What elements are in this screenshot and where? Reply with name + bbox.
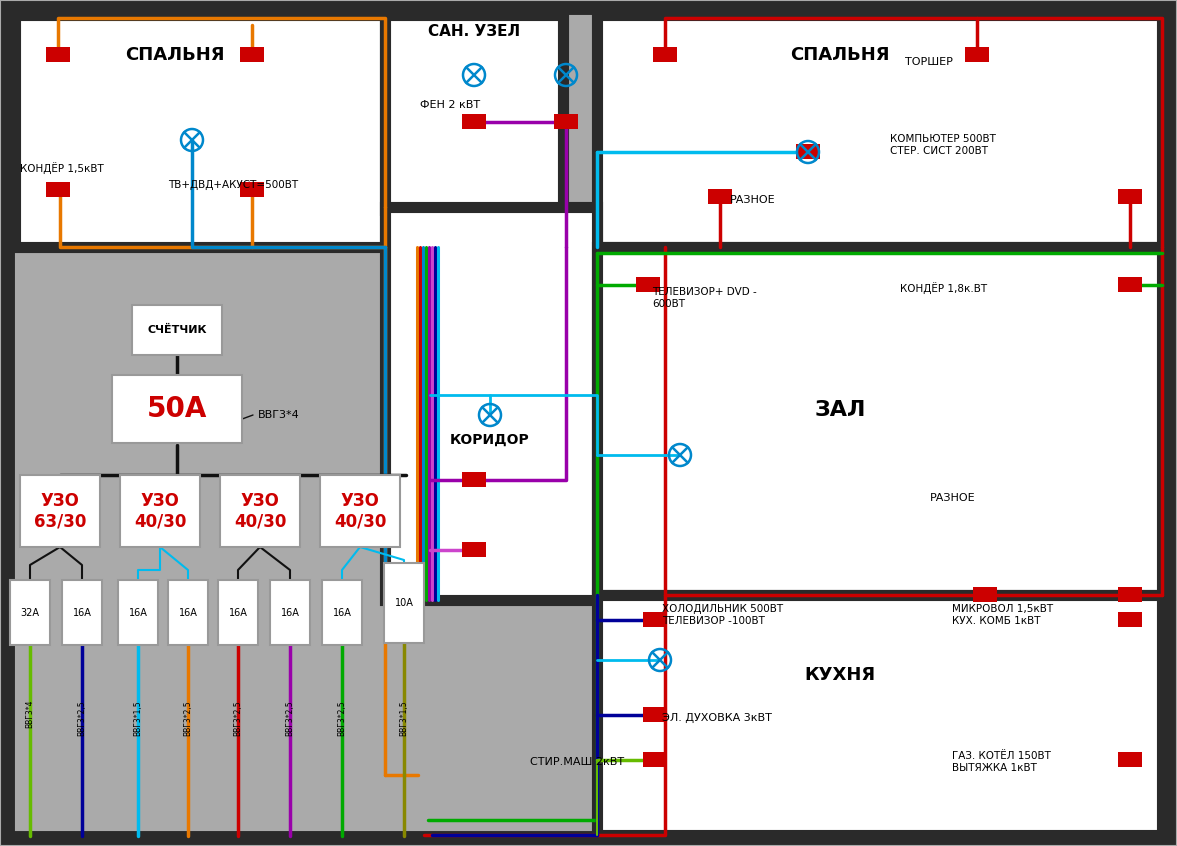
Bar — [322, 580, 363, 645]
Bar — [1118, 752, 1142, 767]
Bar — [1118, 613, 1142, 628]
Bar — [709, 190, 732, 205]
Bar — [643, 613, 667, 628]
Text: УЗО
40/30: УЗО 40/30 — [134, 492, 186, 530]
Bar — [643, 752, 667, 767]
Bar — [62, 580, 102, 645]
Bar — [1118, 190, 1142, 205]
Text: ВВГ3*4: ВВГ3*4 — [26, 700, 34, 728]
Text: МИКРОВОЛ 1,5кВТ
КУХ. КОМБ 1кВТ: МИКРОВОЛ 1,5кВТ КУХ. КОМБ 1кВТ — [952, 604, 1053, 626]
Text: СТИР.МАШ 2кВТ: СТИР.МАШ 2кВТ — [530, 757, 624, 767]
Text: 32А: 32А — [20, 607, 40, 618]
Text: КУХНЯ: КУХНЯ — [804, 666, 876, 684]
Text: ЭЛ. ДУХОВКА 3кВТ: ЭЛ. ДУХОВКА 3кВТ — [661, 713, 772, 723]
Bar — [218, 580, 258, 645]
Bar — [1118, 587, 1142, 602]
Bar — [653, 47, 677, 63]
Bar — [965, 47, 989, 63]
Text: ВВГ3*1,5: ВВГ3*1,5 — [399, 700, 408, 736]
Text: УЗО
40/30: УЗО 40/30 — [334, 492, 386, 530]
Text: КОНДЁР 1,5кВТ: КОНДЁР 1,5кВТ — [20, 162, 104, 174]
Bar — [385, 207, 597, 600]
Bar — [385, 15, 563, 210]
Bar — [384, 563, 424, 643]
Text: 16А: 16А — [333, 607, 352, 618]
Bar — [270, 580, 310, 645]
Bar — [597, 595, 1162, 835]
Text: 16А: 16А — [73, 607, 92, 618]
Text: 16А: 16А — [228, 607, 247, 618]
Text: ВВГ3*2,5: ВВГ3*2,5 — [338, 700, 346, 736]
Bar — [240, 183, 264, 197]
Bar — [597, 15, 1162, 247]
Bar — [220, 475, 300, 547]
Bar — [118, 580, 158, 645]
Text: ВВГ3*2,5: ВВГ3*2,5 — [286, 700, 294, 736]
Text: 50А: 50А — [147, 395, 207, 423]
Bar — [1118, 277, 1142, 293]
Text: ВВГ3*2,5: ВВГ3*2,5 — [78, 700, 86, 736]
Text: ТВ+ДВД+АКУСТ=500ВТ: ТВ+ДВД+АКУСТ=500ВТ — [168, 180, 298, 190]
Text: СПАЛЬНЯ: СПАЛЬНЯ — [125, 46, 225, 64]
Text: КОМПЬЮТЕР 500ВТ
СТЕР. СИСТ 200ВТ: КОМПЬЮТЕР 500ВТ СТЕР. СИСТ 200ВТ — [890, 135, 996, 156]
Bar — [46, 183, 69, 197]
Text: ХОЛОДИЛЬНИК 500ВТ
ТЕЛЕВИЗОР -100ВТ: ХОЛОДИЛЬНИК 500ВТ ТЕЛЕВИЗОР -100ВТ — [661, 604, 783, 626]
Text: УЗО
63/30: УЗО 63/30 — [34, 492, 86, 530]
Text: ВВГ3*2,5: ВВГ3*2,5 — [233, 700, 242, 736]
Text: 16А: 16А — [179, 607, 198, 618]
Text: ВВГ3*2,5: ВВГ3*2,5 — [184, 700, 193, 736]
Bar — [168, 580, 208, 645]
Bar — [46, 47, 69, 63]
Text: ВВГ3*4: ВВГ3*4 — [258, 410, 300, 420]
Text: САН. УЗЕЛ: САН. УЗЕЛ — [428, 25, 520, 40]
Text: РАЗНОЕ: РАЗНОЕ — [930, 493, 976, 503]
Bar — [597, 247, 1162, 595]
Bar — [320, 475, 400, 547]
Bar — [240, 47, 264, 63]
Text: ТЕЛЕВИЗОР+ DVD -
600ВТ: ТЕЛЕВИЗОР+ DVD - 600ВТ — [652, 287, 757, 309]
Bar — [9, 580, 49, 645]
Bar — [796, 145, 820, 160]
Bar — [463, 114, 486, 129]
Bar — [636, 277, 660, 293]
Text: РАЗНОЕ: РАЗНОЕ — [730, 195, 776, 205]
Text: КОНДЁР 1,8к.ВТ: КОНДЁР 1,8к.ВТ — [900, 282, 988, 294]
Bar — [15, 15, 385, 247]
Text: ЗАЛ: ЗАЛ — [814, 400, 866, 420]
Bar — [20, 475, 100, 547]
Bar — [132, 305, 222, 355]
Bar — [112, 375, 242, 443]
Bar — [554, 114, 578, 129]
Text: УЗО
40/30: УЗО 40/30 — [234, 492, 286, 530]
Text: 10А: 10А — [394, 598, 413, 608]
Text: 16А: 16А — [280, 607, 299, 618]
Text: СЧЁТЧИК: СЧЁТЧИК — [147, 325, 207, 335]
Bar — [643, 707, 667, 722]
Text: ГАЗ. КОТЁЛ 150ВТ
ВЫТЯЖКА 1кВТ: ГАЗ. КОТЁЛ 150ВТ ВЫТЯЖКА 1кВТ — [952, 751, 1051, 772]
Text: ФЕН 2 кВТ: ФЕН 2 кВТ — [420, 100, 480, 110]
Bar — [463, 542, 486, 558]
Text: 16А: 16А — [128, 607, 147, 618]
Text: СПАЛЬНЯ: СПАЛЬНЯ — [790, 46, 890, 64]
Text: КОРИДОР: КОРИДОР — [450, 433, 530, 447]
Text: ТОРШЕР: ТОРШЕР — [905, 57, 953, 67]
Bar — [973, 587, 997, 602]
Bar — [463, 473, 486, 487]
Bar — [120, 475, 200, 547]
Text: ВВГ3*1,5: ВВГ3*1,5 — [133, 700, 142, 736]
